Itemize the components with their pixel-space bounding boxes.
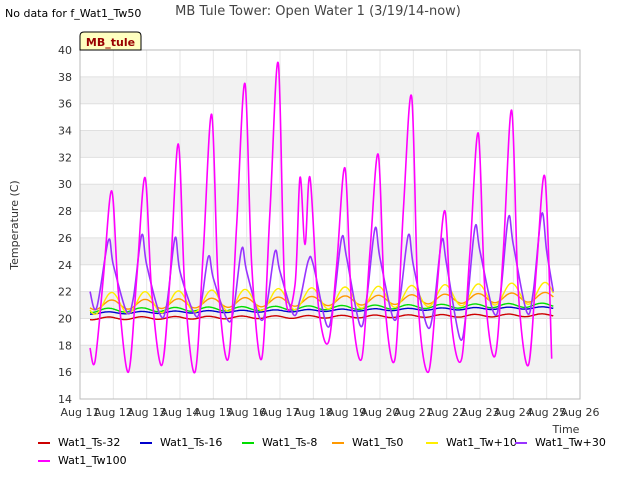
grid-band <box>80 237 580 265</box>
x-tick-label: Aug 25 <box>527 406 566 419</box>
x-tick-label: Aug 18 <box>294 406 333 419</box>
grid-band <box>80 184 580 212</box>
x-tick-label: Aug 12 <box>94 406 133 419</box>
legend-label: Wat1_Ts-32 <box>58 436 121 449</box>
y-tick-label: 14 <box>58 393 72 406</box>
x-tick-label: Aug 20 <box>361 406 400 419</box>
y-tick-label: 40 <box>58 44 72 57</box>
y-tick-label: 24 <box>58 259 72 272</box>
plot-frame <box>79 49 581 400</box>
grid-band <box>80 76 580 104</box>
badge-label: MB_tule <box>86 36 135 49</box>
x-tick-label: Aug 17 <box>261 406 300 419</box>
no-data-note: No data for f_Wat1_Tw50 <box>5 7 142 20</box>
y-tick-label: 30 <box>58 178 72 191</box>
legend-swatch <box>332 441 344 444</box>
legend-label: Wat1_Tw100 <box>58 454 127 467</box>
legend-label: Wat1_Tw+30 <box>535 436 606 449</box>
legend-swatch <box>38 459 50 462</box>
series-layer <box>89 61 555 374</box>
y-axis-label: Temperature (C) <box>8 180 21 270</box>
x-tick-label: Aug 23 <box>461 406 500 419</box>
grid-band <box>80 130 580 158</box>
y-tick-label: 32 <box>58 151 72 164</box>
legend-swatch <box>242 441 254 444</box>
y-tick-label: 26 <box>58 232 72 245</box>
legend-item: Wat1_Ts-32 <box>38 436 120 449</box>
legend-item: Wat1_Tw100 <box>38 454 127 467</box>
x-tick-label: Aug 16 <box>227 406 266 419</box>
legend-item: Wat1_Ts-16 <box>140 436 222 449</box>
y-tick-label: 34 <box>58 125 72 138</box>
x-tick-label: Aug 14 <box>161 406 200 419</box>
x-tick-label: Aug 26 <box>561 406 600 419</box>
y-tick-labels: 14 16 18 20 22 24 26 28 30 32 34 36 38 40 <box>58 44 72 406</box>
series-line-wat1-tw100 <box>89 61 553 374</box>
y-tick-label: 36 <box>58 98 72 111</box>
legend-swatch <box>515 441 527 444</box>
legend-item: Wat1_Tw+10 <box>426 436 517 449</box>
x-tick-label: Aug 13 <box>127 406 166 419</box>
legend-item: Wat1_Ts0 <box>332 436 403 449</box>
legend-swatch <box>426 441 438 444</box>
legend-item: Wat1_Tw+30 <box>515 436 606 449</box>
y-tick-label: 18 <box>58 339 72 352</box>
x-tick-label: Aug 19 <box>327 406 366 419</box>
x-axis-label: Time <box>552 423 580 436</box>
legend-label: Wat1_Ts-16 <box>160 436 223 449</box>
site-badge[interactable]: MB_tule <box>79 31 142 51</box>
legend-label: Wat1_Tw+10 <box>446 436 517 449</box>
y-tick-label: 16 <box>58 366 72 379</box>
badge-shape <box>79 31 142 51</box>
chart-title: MB Tule Tower: Open Water 1 (3/19/14-now… <box>175 4 461 19</box>
y-tick-label: 28 <box>58 205 72 218</box>
x-tick-label: Aug 11 <box>61 406 100 419</box>
legend-label: Wat1_Ts0 <box>352 436 404 449</box>
x-tick-label: Aug 24 <box>494 406 533 419</box>
grid-band <box>80 345 580 373</box>
legend-item: Wat1_Ts-8 <box>242 436 317 449</box>
x-tick-label: Aug 21 <box>394 406 433 419</box>
y-tick-label: 22 <box>58 286 72 299</box>
legend-swatch <box>38 441 50 444</box>
y-tick-label: 20 <box>58 312 72 325</box>
legend-label: Wat1_Ts-8 <box>262 436 318 449</box>
legend-swatch <box>140 441 152 444</box>
y-tick-label: 38 <box>58 71 72 84</box>
x-tick-label: Aug 22 <box>427 406 466 419</box>
x-tick-label: Aug 15 <box>194 406 233 419</box>
